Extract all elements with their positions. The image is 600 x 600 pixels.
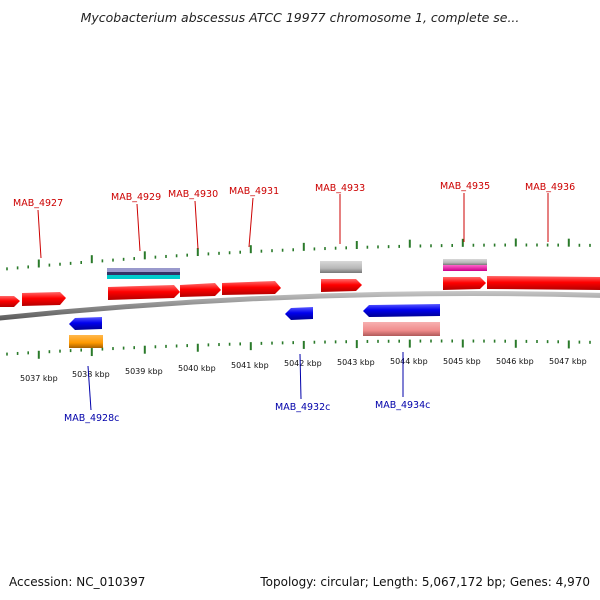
feature-bar[interactable] (107, 272, 180, 275)
gene-label[interactable]: MAB_4929 (111, 192, 161, 203)
feature-bar[interactable] (69, 335, 103, 348)
scale-label: 5043 kbp (337, 358, 375, 367)
scale-label: 5042 kbp (284, 359, 322, 368)
gene-label[interactable]: MAB_4933 (315, 183, 365, 194)
gene-arrow[interactable] (0, 296, 20, 307)
sequence-info-label: Topology: circular; Length: 5,067,172 bp… (260, 575, 590, 589)
scale-label: 5047 kbp (549, 357, 587, 366)
scale-label: 5039 kbp (125, 367, 163, 376)
accession-label: Accession: NC_010397 (9, 575, 146, 589)
map-title: Mycobacterium abscessus ATCC 19977 chrom… (80, 10, 520, 25)
gene-arrow[interactable] (222, 281, 281, 295)
tick-marks-top (6, 238, 591, 271)
forward-gene-labels: MAB_4927 MAB_4929 MAB_4930 MAB_4931 MAB_… (13, 181, 575, 259)
gene-label[interactable]: MAB_4934c (375, 400, 430, 411)
feature-bar[interactable] (320, 261, 362, 273)
scale-labels: 5037 kbp 5038 kbp 5039 kbp 5040 kbp 5041… (20, 357, 587, 383)
scale-label: 5046 kbp (496, 357, 534, 366)
feature-bar[interactable] (443, 265, 487, 271)
forward-strand-genes (0, 276, 600, 307)
gene-label[interactable]: MAB_4931 (229, 186, 279, 197)
scale-label: 5041 kbp (231, 361, 269, 370)
gene-label[interactable]: MAB_4927 (13, 198, 63, 209)
scale-label: 5038 kbp (72, 370, 110, 379)
gene-arrow[interactable] (443, 277, 486, 290)
feature-bar[interactable] (443, 259, 487, 265)
gene-arrow[interactable] (285, 307, 313, 320)
scale-label: 5045 kbp (443, 357, 481, 366)
feature-bar[interactable] (107, 275, 180, 279)
scale-label: 5040 kbp (178, 364, 216, 373)
scale-label: 5044 kbp (390, 357, 428, 366)
gene-label[interactable]: MAB_4936 (525, 182, 575, 193)
gene-arrow[interactable] (22, 292, 66, 306)
gene-label[interactable]: MAB_4928c (64, 413, 119, 424)
feature-bars-forward (107, 259, 487, 279)
gene-arrow[interactable] (321, 279, 362, 292)
gene-arrow[interactable] (487, 276, 600, 290)
tick-marks-bottom (6, 339, 591, 359)
gene-arrow[interactable] (180, 283, 221, 297)
feature-bar[interactable] (107, 268, 180, 272)
reverse-gene-labels: MAB_4928c MAB_4932c MAB_4934c (64, 352, 430, 424)
gene-arrow[interactable] (363, 304, 440, 317)
gene-label[interactable]: MAB_4935 (440, 181, 490, 192)
scale-label: 5037 kbp (20, 374, 58, 383)
chromosome-backbone (0, 291, 600, 321)
reverse-strand-genes (69, 304, 440, 348)
gene-arrow[interactable] (108, 285, 180, 300)
gene-label[interactable]: MAB_4930 (168, 189, 218, 200)
feature-bar[interactable] (363, 322, 440, 336)
gene-arrow[interactable] (69, 317, 102, 330)
gene-label[interactable]: MAB_4932c (275, 402, 330, 413)
